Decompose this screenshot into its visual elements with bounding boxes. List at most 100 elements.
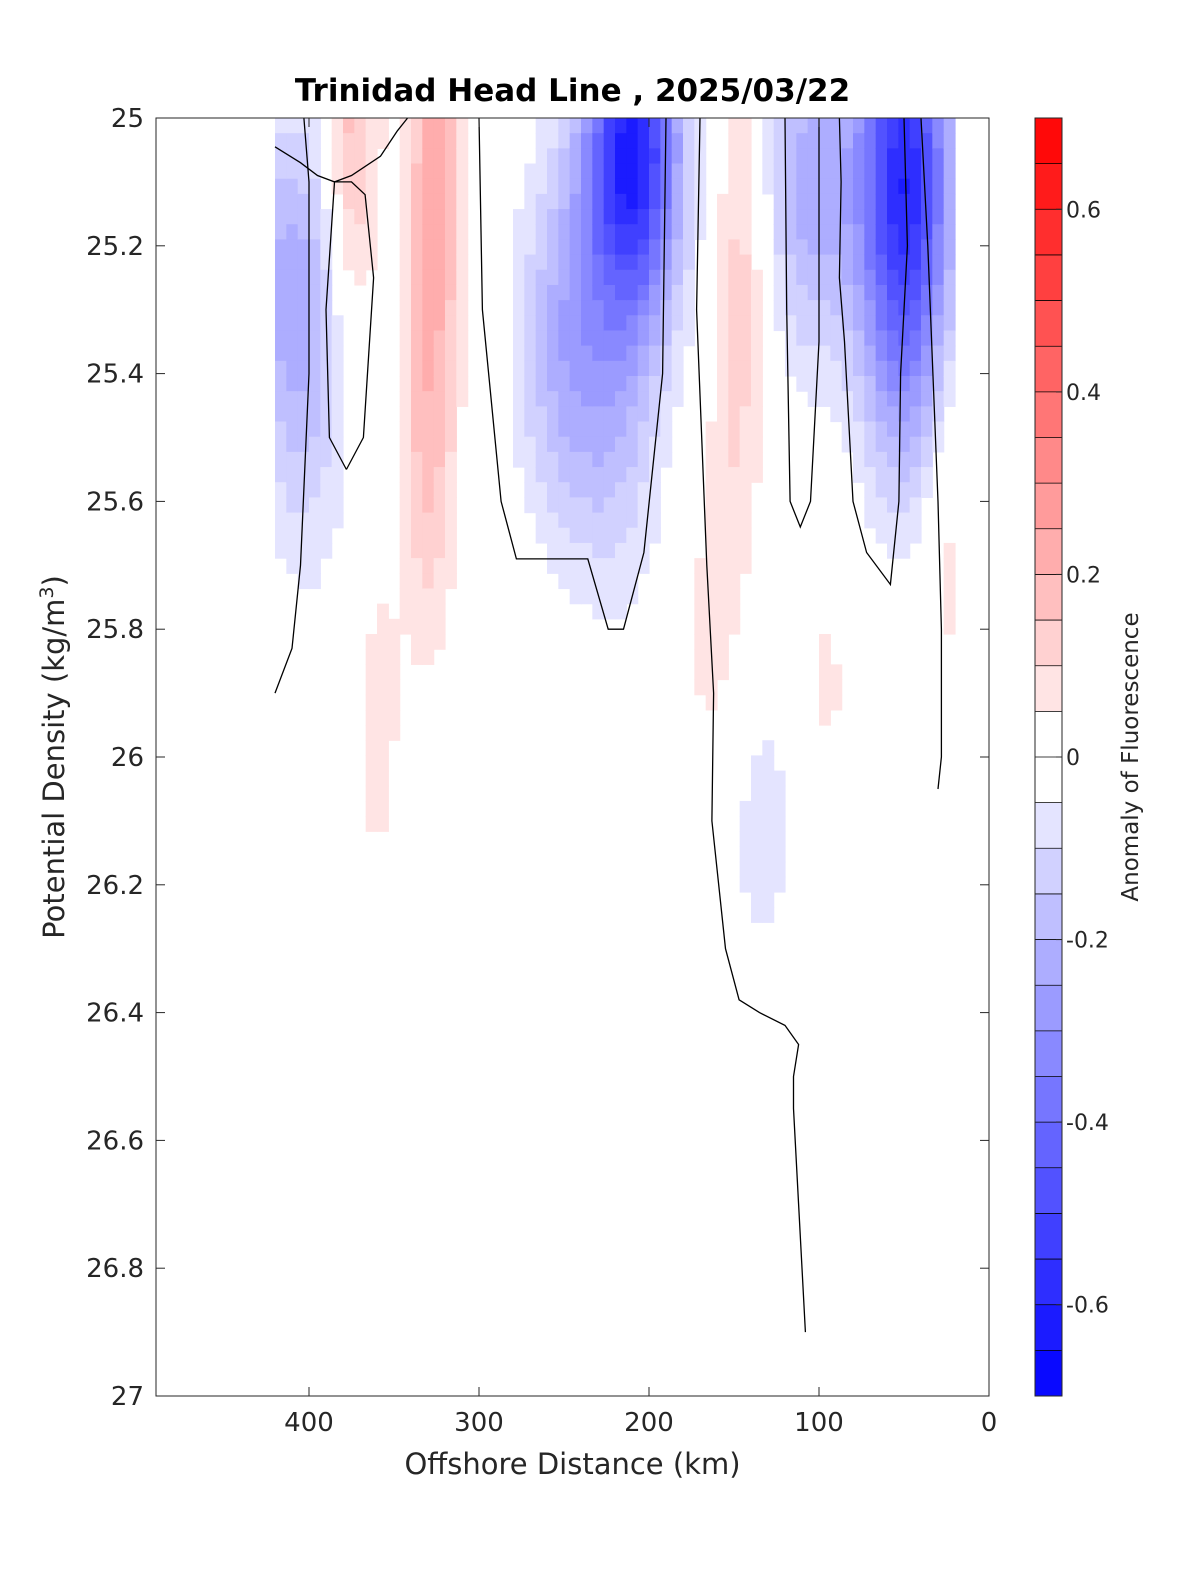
heat-cell: [807, 284, 820, 301]
heat-cell: [399, 269, 412, 286]
heat-cell: [819, 163, 831, 180]
heat-cell: [909, 315, 922, 332]
heat-cell: [524, 482, 537, 499]
heat-cell: [819, 148, 831, 165]
heat-cell: [581, 542, 593, 559]
heat-cell: [547, 391, 559, 407]
heat-cell: [694, 649, 707, 665]
heat-cell: [615, 376, 627, 392]
heat-cell: [853, 436, 865, 453]
heat-cell: [717, 300, 729, 316]
heat-cell: [796, 163, 809, 180]
heat-cell: [649, 239, 661, 256]
heat-cell: [807, 300, 820, 316]
heat-cell: [581, 193, 593, 210]
heat-cell: [377, 649, 389, 665]
heat-cell: [649, 224, 661, 241]
heat-cell: [932, 163, 945, 180]
heat-cell: [581, 391, 593, 407]
heat-cell: [853, 330, 865, 347]
heat-cell: [660, 163, 673, 180]
heat-cell: [411, 451, 423, 468]
colorbar-segment: [1035, 1076, 1062, 1123]
heat-cell: [581, 436, 593, 453]
heat-cell: [943, 300, 956, 316]
heat-cell: [343, 163, 355, 180]
heat-cell: [898, 330, 911, 347]
heat-cell: [286, 391, 299, 407]
heat-cell: [581, 406, 593, 423]
heat-cell: [909, 133, 922, 149]
heat-cell: [739, 300, 752, 316]
heat-cell: [365, 239, 378, 256]
heat-cell: [388, 709, 401, 726]
heat-cell: [422, 224, 435, 241]
heat-cell: [297, 345, 310, 362]
heat-cell: [547, 376, 559, 392]
heat-cell: [864, 254, 877, 271]
heat-cell: [739, 467, 752, 483]
heat-cell: [592, 133, 605, 149]
heat-cell: [728, 406, 741, 423]
heat-cell: [422, 451, 435, 468]
heat-cell: [547, 254, 559, 271]
heat-cell: [830, 315, 843, 332]
heat-cell: [581, 421, 593, 438]
heat-cell: [932, 391, 945, 407]
heat-cell: [286, 497, 299, 514]
heat-cell: [411, 284, 423, 301]
heat-cell: [286, 512, 299, 529]
heat-cell: [841, 315, 854, 332]
heat-cell: [932, 345, 945, 362]
heat-cell: [785, 148, 797, 165]
heat-cell: [592, 254, 605, 271]
heat-cell: [717, 497, 729, 514]
heat-cell: [377, 133, 389, 149]
heat-cell: [615, 421, 627, 438]
heat-cell: [275, 209, 287, 225]
heat-cell: [830, 330, 843, 347]
heat-cell: [649, 148, 661, 165]
heat-cell: [275, 406, 287, 423]
heat-cell: [445, 406, 457, 423]
heat-cell: [807, 224, 820, 241]
colorbar-segment: [1035, 1122, 1062, 1169]
heat-cell: [275, 467, 287, 483]
heat-cell: [932, 133, 945, 149]
contour-line-1: [274, 117, 409, 183]
y-tick-label: 26.8: [86, 1254, 144, 1284]
heat-cell: [830, 178, 843, 195]
heat-cell: [660, 406, 673, 423]
heat-cell: [932, 436, 945, 453]
heat-cell: [433, 436, 446, 453]
heat-cell: [728, 527, 741, 544]
heat-cell: [399, 133, 412, 149]
heat-cell: [649, 360, 661, 377]
heat-cell: [751, 785, 763, 802]
heat-cell: [399, 497, 412, 514]
heat-cell: [717, 542, 729, 559]
heat-cell: [422, 467, 435, 483]
heat-cell: [887, 542, 899, 559]
heat-cell: [728, 512, 741, 529]
heat-cell: [660, 300, 673, 316]
heat-cell: [411, 436, 423, 453]
heat-cell: [807, 360, 820, 377]
heat-cell: [286, 376, 299, 392]
heat-cell: [558, 436, 571, 453]
heat-cell: [739, 816, 752, 832]
heat-cell: [592, 467, 605, 483]
heat-cell: [422, 193, 435, 210]
y-tick-label: 27: [111, 1382, 144, 1412]
heat-cell: [671, 376, 684, 392]
heat-cell: [841, 360, 854, 377]
heat-cell: [422, 436, 435, 453]
heat-cell: [853, 360, 865, 377]
heat-cell: [762, 861, 775, 878]
heat-cell: [569, 527, 582, 544]
heat-cell: [875, 118, 888, 134]
heat-cell: [694, 664, 707, 681]
heat-cell: [513, 406, 525, 423]
heat-cell: [547, 512, 559, 529]
heat-cell: [535, 436, 548, 453]
